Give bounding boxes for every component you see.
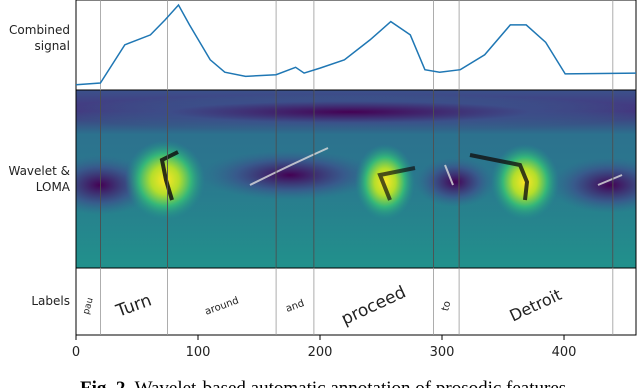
word-label: around [204,295,241,317]
panel-label: Combined [9,23,70,37]
panel-label: Labels [31,294,70,308]
signal-line [75,3,637,86]
wavelet-panel [76,90,636,268]
word-label: to [440,300,453,313]
frame [75,0,637,336]
panel-label: Wavelet & [8,164,70,178]
panel-label: signal [35,39,71,53]
caption-label: Fig. 2. [80,378,130,388]
x-tick-label: 400 [552,345,577,360]
caption-text: Wavelet-based automatic annotation of pr… [135,378,567,388]
x-tick-label: 100 [186,345,211,360]
word-label: Turn [113,290,155,321]
caption: Fig. 2. Wavelet-based automatic annotati… [80,378,566,388]
panel-label: LOMA [36,180,71,194]
word-label: proceed [338,282,409,329]
x-tick-label: 300 [430,345,455,360]
word-label: Detroit [507,285,565,326]
word-label: and [284,298,305,315]
x-tick-label: 0 [72,345,80,360]
word-label: pau [82,297,96,316]
x-tick-label: 200 [308,345,333,360]
